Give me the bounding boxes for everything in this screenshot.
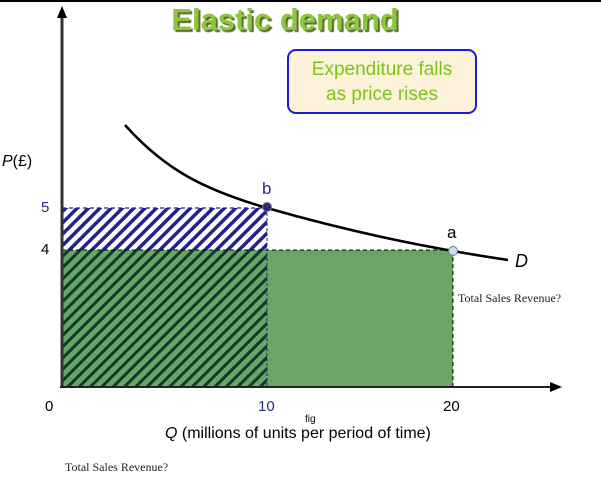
x-tick-20: 20 [443, 398, 460, 415]
point-a-label: a [447, 223, 457, 242]
x-axis-text: (millions of units per period of time) [177, 425, 431, 442]
fig-caption: fig [305, 414, 316, 425]
y-tick-5: 5 [41, 199, 50, 216]
annotation-callout: Expenditure falls as price rises [287, 49, 477, 114]
y-axis-var: P [2, 153, 13, 170]
point-b-marker [262, 202, 272, 212]
top-border [0, 0, 601, 2]
callout-line-1: Expenditure falls [311, 59, 453, 80]
y-tick-4: 4 [41, 241, 50, 258]
x-tick-0: 0 [45, 398, 54, 415]
callout-line-2: as price rises [326, 84, 438, 105]
y-axis-arrow-icon [57, 6, 67, 18]
curve-d-label: D [515, 251, 528, 271]
demand-curve [124, 124, 509, 262]
y-axis-label: P(£) [2, 153, 32, 171]
bottom-revenue-note: Total Sales Revenue? [65, 460, 169, 474]
right-revenue-note: Total Sales Revenue? [458, 291, 562, 305]
x-tick-10: 10 [258, 398, 275, 415]
point-a-marker [448, 246, 458, 256]
revenue-area-b-extra [62, 208, 267, 250]
x-axis-var: Q [165, 425, 178, 442]
revenue-overlap-hatch [62, 250, 267, 386]
chart-title: Elastic demand [171, 2, 399, 37]
x-axis-label: Q (millions of units per period of time) [165, 425, 431, 443]
x-axis-arrow-icon [550, 382, 562, 392]
y-axis-unit: (£) [12, 153, 33, 170]
point-b-label: b [262, 179, 272, 198]
